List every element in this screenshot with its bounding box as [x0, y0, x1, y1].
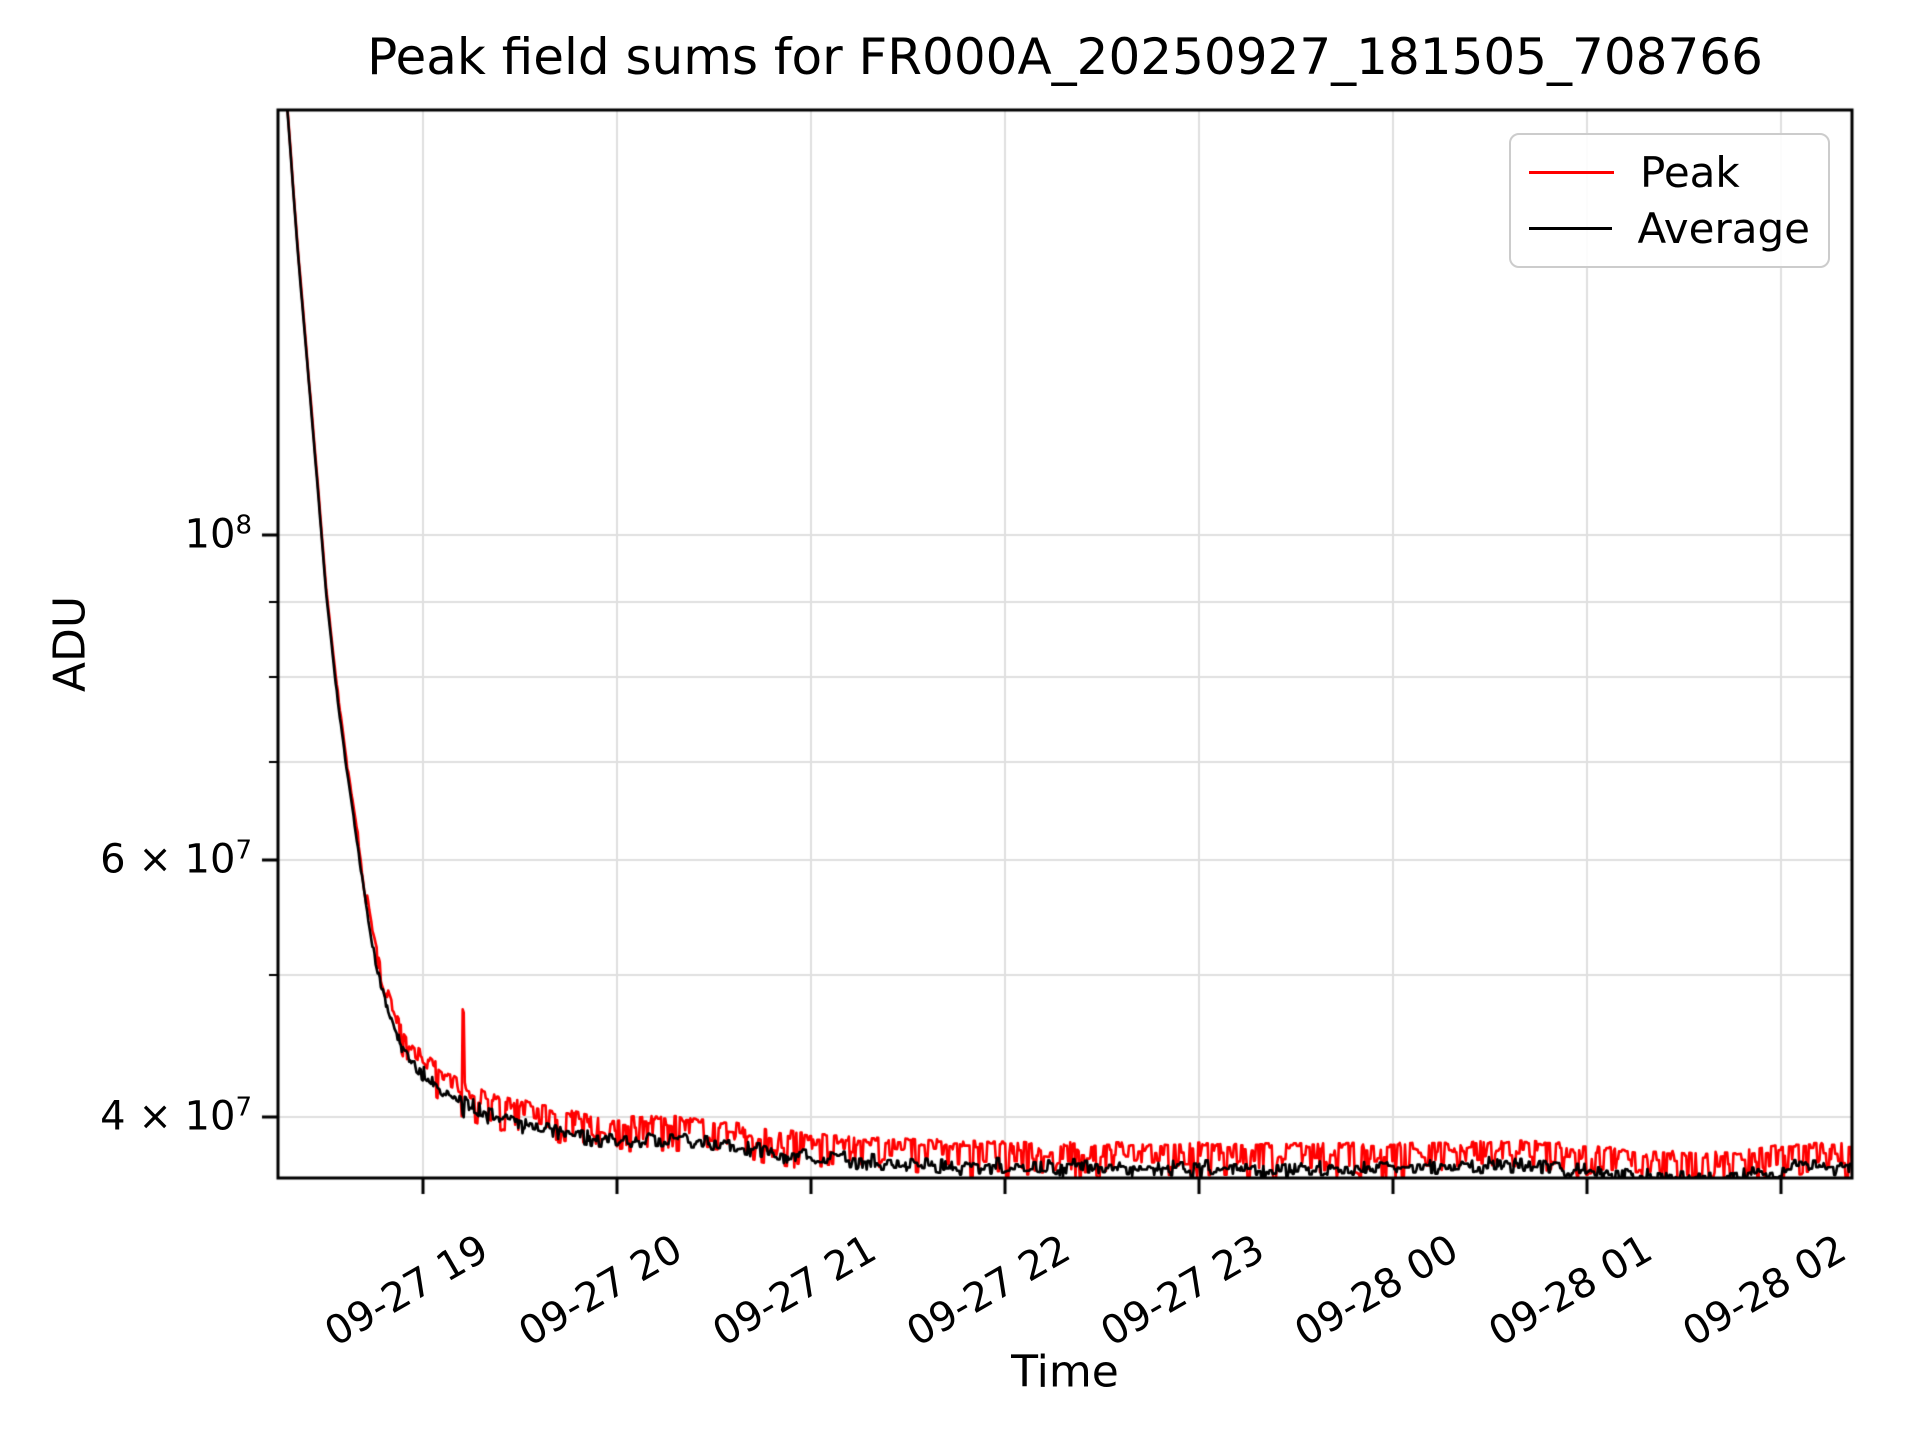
legend-line-peak: [1529, 171, 1614, 175]
legend-item-average: Average: [1529, 204, 1810, 253]
y-tick-label: 4 × 107: [100, 1092, 252, 1140]
y-tick-label: 108: [184, 510, 252, 558]
x-axis-label: Time: [1011, 1346, 1119, 1398]
legend-label-peak: Peak: [1640, 148, 1740, 198]
legend-label-average: Average: [1637, 203, 1810, 253]
y-tick-label: 6 × 107: [100, 835, 252, 883]
chart-title: Peak field sums for FR000A_20250927_1815…: [367, 28, 1763, 86]
legend-item-peak: Peak: [1529, 148, 1810, 197]
legend: Peak Average: [1509, 133, 1830, 268]
legend-line-average: [1529, 226, 1612, 230]
y-axis-label: ADU: [44, 595, 96, 693]
